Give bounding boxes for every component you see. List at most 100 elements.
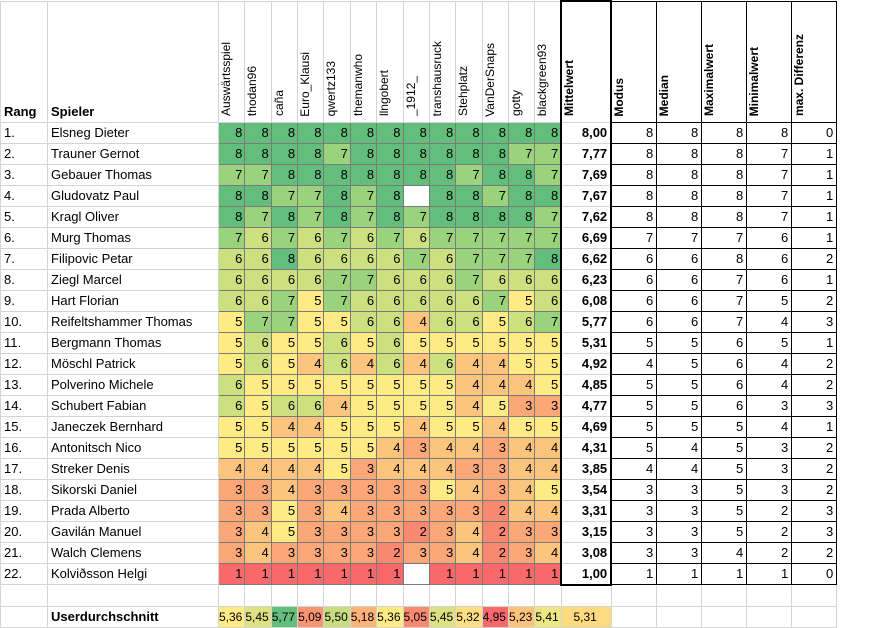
score-cell: 8: [270, 163, 299, 186]
stat-cell: 6: [746, 268, 793, 291]
score-cell: 8: [217, 184, 246, 207]
score-cell: 6: [297, 268, 325, 291]
table-row: 4. Gludovatz Paul 8 8 7 7 8 7 8 8 8 7 8 8 7,67 8 8 8 7 1: [0, 184, 838, 207]
score-cell: 3: [323, 478, 351, 501]
stat-cell: 8: [610, 121, 658, 144]
score-cell: 7: [270, 310, 299, 333]
rang-cell: 7.: [0, 247, 48, 270]
player-name: Sikorski Daniel: [47, 478, 219, 501]
score-cell: 4: [244, 520, 272, 543]
score-cell: 5: [244, 394, 272, 417]
score-cell: 7: [297, 184, 325, 207]
score-cell: 6: [270, 268, 299, 291]
rang-cell: 16.: [0, 436, 48, 459]
score-cell: 4: [376, 436, 404, 459]
mittelwert-cell: 7,77: [560, 142, 613, 165]
score-cell: 5: [323, 373, 351, 396]
rang-cell: 18.: [0, 478, 48, 501]
empty-cell: [0, 605, 48, 628]
score-cell: 3: [244, 478, 272, 501]
score-cell: 7: [507, 226, 536, 249]
score-cell: 5: [428, 478, 457, 501]
score-cell: 4: [507, 436, 536, 459]
score-cell: 6: [244, 352, 272, 375]
score-cell: 8: [349, 121, 378, 144]
stat-cell: 1: [791, 184, 838, 207]
score-cell: 7: [481, 226, 509, 249]
stat-cell: 5: [701, 457, 748, 480]
score-cell: 8: [376, 142, 404, 165]
score-cell: 5: [270, 436, 299, 459]
average-label: Userdurchschnitt: [47, 605, 219, 628]
score-cell: 6: [297, 394, 325, 417]
score-cell: 5: [481, 310, 509, 333]
stat-cell: 8: [610, 205, 658, 228]
mittelwert-cell: 4,85: [560, 373, 613, 396]
score-cell: 4: [270, 478, 299, 501]
score-cell: 5: [217, 415, 246, 438]
stat-cell: 4: [746, 415, 793, 438]
score-cell: 3: [349, 499, 378, 522]
score-cell: 8: [507, 163, 536, 186]
stat-cell: 6: [656, 289, 703, 312]
score-cell: 8: [481, 163, 509, 186]
score-cell: 6: [402, 268, 430, 291]
stat-cell: 5: [610, 373, 658, 396]
score-cell: 3: [217, 499, 246, 522]
score-cell: 5: [323, 310, 351, 333]
score-cell: 3: [323, 520, 351, 543]
score-cell: 6: [402, 289, 430, 312]
empty-cell: [507, 584, 536, 607]
header-user: transhausruck: [428, 0, 457, 123]
score-cell: 7: [270, 226, 299, 249]
score-cell: 8: [481, 121, 509, 144]
player-name: Filipovic Petar: [47, 247, 219, 270]
ranking-table: Rang Spieler Auswärtsspiel thodan96 caña…: [0, 0, 838, 628]
player-name: Prada Alberto: [47, 499, 219, 522]
mittelwert-cell: 4,69: [560, 415, 613, 438]
score-cell: 8: [534, 247, 562, 270]
rang-cell: 8.: [0, 268, 48, 291]
score-cell: 6: [376, 268, 404, 291]
score-cell: 4: [402, 415, 430, 438]
score-cell: 7: [455, 226, 483, 249]
stat-cell: 1: [791, 163, 838, 186]
score-cell: 8: [428, 142, 457, 165]
mittelwert-cell: 1,00: [560, 562, 613, 586]
player-name: Polverino Michele: [47, 373, 219, 396]
stat-cell: 2: [791, 373, 838, 396]
mittelwert-cell: 6,23: [560, 268, 613, 291]
rang-cell: 11.: [0, 331, 48, 354]
stat-cell: 6: [746, 226, 793, 249]
stat-cell: 3: [610, 499, 658, 522]
table-row: 1. Elsneg Dieter 8 8 8 8 8 8 8 8 8 8 8 8 8 8,00 8 8 8 8 0: [0, 121, 838, 144]
score-cell: 3: [402, 499, 430, 522]
score-cell: 6: [323, 331, 351, 354]
stat-cell: 1: [791, 415, 838, 438]
stat-cell: 3: [791, 499, 838, 522]
header-user: _1912_: [402, 0, 430, 123]
player-name: Elsneg Dieter: [47, 121, 219, 144]
stat-cell: 5: [701, 499, 748, 522]
score-cell: 4: [244, 541, 272, 564]
score-cell: 4: [402, 310, 430, 333]
stat-cell: 6: [610, 268, 658, 291]
rang-cell: 3.: [0, 163, 48, 186]
score-cell: 6: [428, 352, 457, 375]
stat-cell: 8: [610, 184, 658, 207]
score-cell: 8: [376, 121, 404, 144]
average-cell: 5,41: [534, 605, 562, 628]
rang-cell: 9.: [0, 289, 48, 312]
score-cell: 4: [323, 394, 351, 417]
score-cell: 6: [402, 226, 430, 249]
score-cell: 5: [428, 394, 457, 417]
stat-cell: 8: [656, 205, 703, 228]
stat-cell: 0: [791, 121, 838, 144]
score-cell: 4: [455, 373, 483, 396]
rang-cell: 1.: [0, 121, 48, 144]
score-cell: 3: [297, 478, 325, 501]
score-cell: 4: [402, 352, 430, 375]
stat-cell: 5: [701, 436, 748, 459]
score-cell: 5: [402, 331, 430, 354]
stat-cell: 8: [701, 163, 748, 186]
